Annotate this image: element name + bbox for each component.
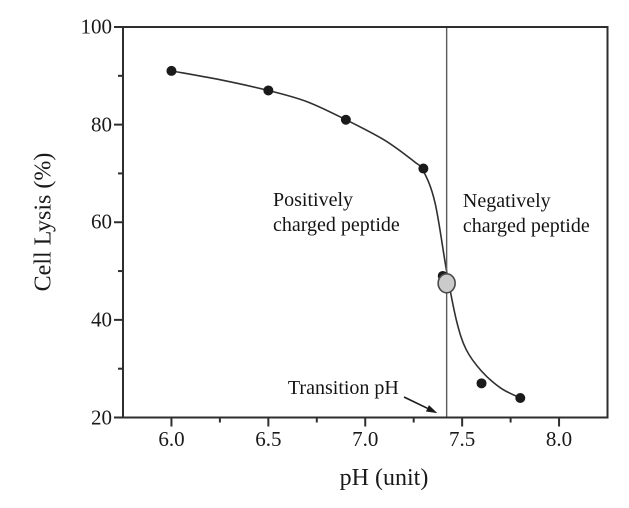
- data-point: [263, 85, 274, 96]
- x-tick-label: 6.0: [158, 427, 185, 451]
- plot-border: [122, 26, 609, 419]
- x-tick-label: 7.5: [449, 427, 476, 451]
- plot-frame: [122, 26, 609, 419]
- data-point: [166, 65, 177, 76]
- data-point: [476, 378, 487, 389]
- x-axis-title: pH (unit): [339, 465, 429, 491]
- x-tick-label: 8.0: [545, 427, 573, 451]
- data-point: [418, 163, 429, 174]
- negatively-charged-peptide-label: Negatively charged peptide: [462, 190, 590, 238]
- y-tick-label: 20: [91, 405, 112, 429]
- y-tick-label: 60: [91, 209, 112, 234]
- annotation-arrow: [403, 396, 438, 414]
- x-tick-label: 7.0: [352, 427, 379, 451]
- transition-ph-label: Transition pH: [287, 377, 399, 399]
- transition-point-ellipse: [437, 272, 456, 294]
- y-tick-label: 40: [91, 307, 112, 332]
- y-tick-label: 80: [91, 112, 112, 137]
- data-point: [340, 114, 351, 125]
- data-point: [515, 392, 526, 403]
- x-tick-label: 6.5: [255, 427, 282, 451]
- positively-charged-peptide-label: Positively charged peptide: [273, 189, 400, 237]
- arrow-head: [425, 405, 438, 414]
- y-tick-label: 100: [80, 14, 113, 39]
- transition-point-highlight: [437, 272, 456, 294]
- data-points: [166, 65, 526, 403]
- arrow-shaft: [403, 396, 428, 410]
